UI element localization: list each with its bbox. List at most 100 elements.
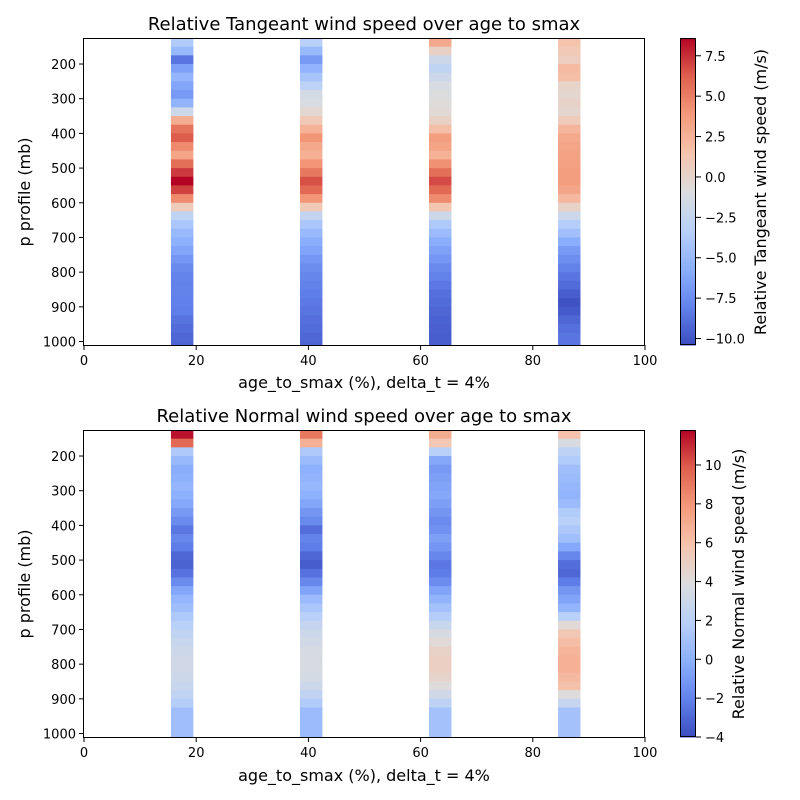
heatmap-cell — [299, 733, 323, 738]
colorbar-segment — [680, 301, 696, 305]
heatmap-cell — [558, 447, 581, 457]
heatmap-cell — [558, 72, 581, 82]
heatmap-cell — [170, 698, 194, 708]
colorbar-tick-label: 8 — [705, 498, 713, 513]
plot-area-frame — [83, 430, 645, 738]
colorbar-label: Relative Normal wind speed (m/s) — [729, 449, 748, 720]
y-tick-label: 800 — [51, 658, 76, 673]
colorbar-segment — [680, 209, 696, 213]
y-tick-label: 800 — [51, 266, 76, 281]
colorbar-segment — [680, 158, 696, 162]
x-tick-label: 60 — [412, 746, 429, 761]
heatmap-cell — [299, 438, 323, 448]
heatmap-cell — [558, 534, 581, 544]
colorbar-segment — [680, 188, 696, 192]
colorbar-segment — [680, 545, 696, 549]
colorbar-segment — [680, 445, 696, 449]
heatmap-cell — [170, 64, 194, 74]
colorbar-segment — [680, 178, 696, 182]
chart-title: Relative Normal wind speed over age to s… — [156, 406, 571, 427]
colorbar-tick-label: 0.0 — [705, 171, 726, 186]
heatmap-cell — [170, 124, 194, 134]
colorbar-segment — [680, 729, 696, 733]
colorbar-segment — [680, 591, 696, 595]
heatmap-cell — [170, 289, 194, 299]
heatmap-cell — [429, 594, 452, 604]
colorbar-segment — [680, 678, 696, 682]
heatmap-cell — [170, 150, 194, 160]
heatmap-cell — [558, 482, 581, 492]
heatmap-cell — [170, 516, 194, 526]
heatmap-cell — [558, 254, 581, 264]
colorbar-segment — [680, 460, 696, 464]
colorbar-segment — [680, 593, 696, 597]
heatmap-cell — [558, 612, 581, 622]
colorbar-segment — [680, 86, 696, 90]
heatmap-cell — [429, 724, 452, 734]
heatmap-cells — [170, 38, 581, 346]
heatmap-cell — [558, 185, 581, 195]
heatmap-cell — [170, 646, 194, 656]
heatmap-cell — [429, 508, 452, 518]
colorbar-segment — [680, 283, 696, 287]
x-tick-label: 20 — [188, 354, 205, 369]
colorbar-segment — [680, 260, 696, 264]
colorbar-segment — [680, 437, 696, 441]
colorbar-segment — [680, 690, 696, 695]
colorbar-segment — [680, 61, 696, 65]
colorbar-tick-label: 4 — [705, 576, 713, 591]
heatmap-cell — [558, 473, 581, 483]
y-tick-label: 900 — [51, 301, 76, 316]
heatmap-cell — [299, 716, 323, 726]
heatmap-cell — [299, 681, 323, 691]
heatmap-cell — [299, 46, 323, 56]
colorbar-segment — [680, 76, 696, 80]
colorbar-segment — [680, 229, 696, 233]
heatmap-cell — [558, 124, 581, 134]
colorbar-segment — [680, 527, 696, 531]
heatmap-cell — [299, 586, 323, 596]
colorbar-tick-label: 7.5 — [705, 50, 726, 65]
heatmap-cell — [299, 447, 323, 457]
colorbar-segment — [680, 657, 696, 661]
colorbar-segment — [680, 314, 696, 318]
colorbar-segment — [680, 311, 696, 315]
heatmap-cell — [299, 263, 323, 273]
colorbar-segment — [680, 499, 696, 503]
colorbar-segment — [680, 194, 696, 198]
colorbar-segment — [680, 693, 696, 697]
colorbar-segment — [680, 447, 696, 451]
heatmap-cell — [558, 116, 581, 126]
colorbar-segment — [680, 634, 696, 638]
colorbar-segment — [680, 45, 696, 49]
colorbar-segment — [680, 667, 696, 671]
colorbar-segment — [680, 196, 696, 200]
colorbar-segment — [680, 486, 696, 490]
heatmap-cell — [170, 542, 194, 552]
heatmap-cell — [558, 603, 581, 613]
heatmap-cell — [170, 438, 194, 448]
colorbar-tick-label: 10 — [705, 459, 722, 474]
colorbar-segment — [680, 130, 696, 134]
colorbar-segment — [680, 117, 696, 121]
colorbar-segment — [680, 327, 696, 331]
heatmap-cell — [429, 612, 452, 622]
colorbar-segment — [680, 578, 696, 582]
colorbar-segment — [680, 609, 696, 613]
heatmap-cell — [429, 150, 452, 160]
heatmap-cell — [558, 150, 581, 160]
heatmap-cell — [558, 508, 581, 518]
colorbar-segment — [680, 211, 696, 216]
heatmap-cell — [429, 586, 452, 596]
heatmap-cell — [170, 594, 194, 604]
heatmap-cell — [429, 90, 452, 100]
heatmap-cell — [558, 202, 581, 212]
heatmap-cell — [170, 341, 194, 346]
heatmap-cell — [429, 707, 452, 717]
heatmap-cell — [170, 672, 194, 682]
heatmap-cell — [429, 430, 452, 440]
heatmap-cell — [170, 525, 194, 535]
heatmap-cell — [429, 46, 452, 56]
heatmap-cell — [558, 90, 581, 100]
heatmap-cell — [299, 159, 323, 169]
